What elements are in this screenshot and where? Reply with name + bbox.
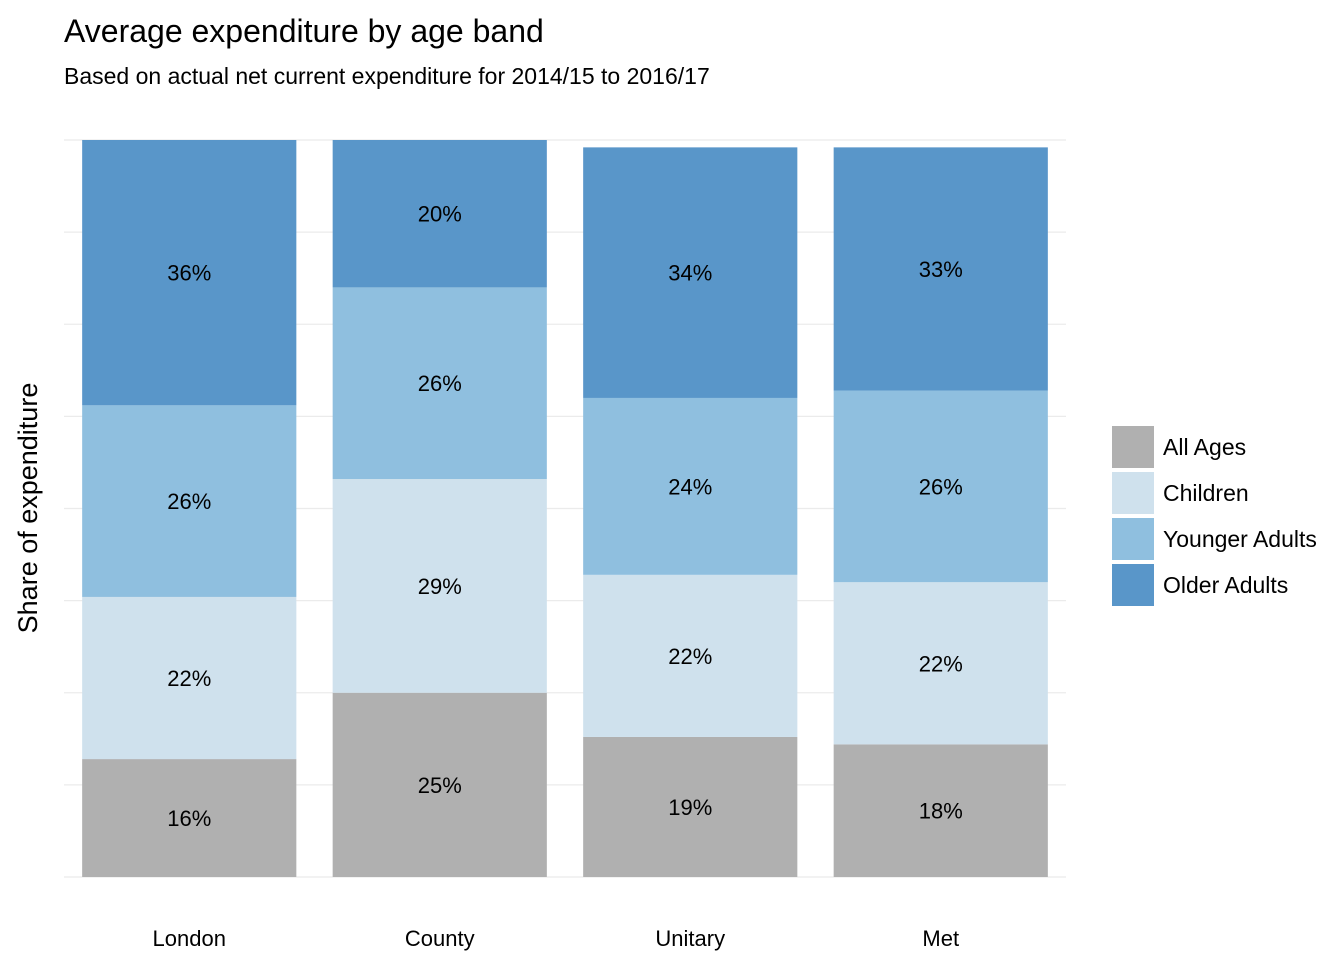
legend-swatch [1112, 518, 1154, 560]
bar-segment-london-younger-adults [82, 405, 297, 597]
data-label: 19% [668, 795, 712, 820]
bar-stack-group [82, 140, 1048, 877]
legend-item: Older Adults [1112, 562, 1317, 608]
bar-segment-london-children [82, 596, 297, 760]
bar-segment-london-older-adults [82, 140, 297, 406]
bar-segment-county-all-ages [332, 692, 547, 877]
x-tick-label: County [405, 926, 475, 951]
x-tick-label: Met [922, 926, 959, 951]
x-tick-labels-group: London County Unitary Met [153, 926, 960, 951]
x-tick-label: Unitary [655, 926, 725, 951]
data-label: 33% [919, 257, 963, 282]
legend: All Ages Children Younger Adults Older Adul… [1112, 424, 1317, 608]
data-label: 25% [418, 773, 462, 798]
bar-segment-met-children [833, 582, 1048, 745]
data-label: 26% [418, 371, 462, 396]
bar-segment-county-children [332, 479, 547, 693]
bar-segment-unitary-younger-adults [583, 397, 798, 575]
data-label: 20% [418, 202, 462, 227]
y-axis-label: Share of expenditure [13, 383, 43, 634]
legend-label: Younger Adults [1163, 525, 1317, 552]
legend-label: Older Adults [1163, 571, 1289, 598]
x-tick-label: London [153, 926, 226, 951]
data-label: 24% [668, 474, 712, 499]
legend-item: Younger Adults [1112, 516, 1317, 562]
legend-label: All Ages [1163, 433, 1247, 460]
bar-segment-unitary-all-ages [583, 736, 798, 877]
bar-segment-met-all-ages [833, 744, 1048, 877]
data-label: 18% [919, 799, 963, 824]
data-label: 16% [167, 806, 211, 831]
data-label: 22% [668, 644, 712, 669]
chart-subtitle: Based on actual net current expenditure … [64, 63, 710, 89]
data-label: 29% [418, 574, 462, 599]
data-label: 22% [919, 651, 963, 676]
bar-segment-london-all-ages [82, 759, 297, 877]
bar-segment-met-older-adults [833, 147, 1048, 391]
data-labels-group: 16% 22% 26% 36% 25% 29% 26% 20% 19% 22% 24% 34% 18% 2… [167, 202, 963, 831]
bar-segment-met-younger-adults [833, 390, 1048, 583]
legend-swatch [1112, 564, 1154, 606]
legend-item: All Ages [1112, 424, 1317, 470]
data-label: 22% [167, 666, 211, 691]
bar-segment-unitary-older-adults [583, 147, 798, 398]
chart-title: Average expenditure by age band [64, 13, 544, 49]
data-label: 36% [167, 261, 211, 286]
legend-swatch [1112, 426, 1154, 468]
legend-label: Children [1163, 479, 1249, 506]
legend-swatch [1112, 472, 1154, 514]
legend-item: Children [1112, 470, 1317, 516]
data-label: 26% [919, 474, 963, 499]
data-label: 34% [668, 261, 712, 286]
bar-segment-county-older-adults [332, 140, 547, 288]
data-label: 26% [167, 489, 211, 514]
bar-segment-unitary-children [583, 574, 798, 737]
bar-segment-county-younger-adults [332, 287, 547, 480]
